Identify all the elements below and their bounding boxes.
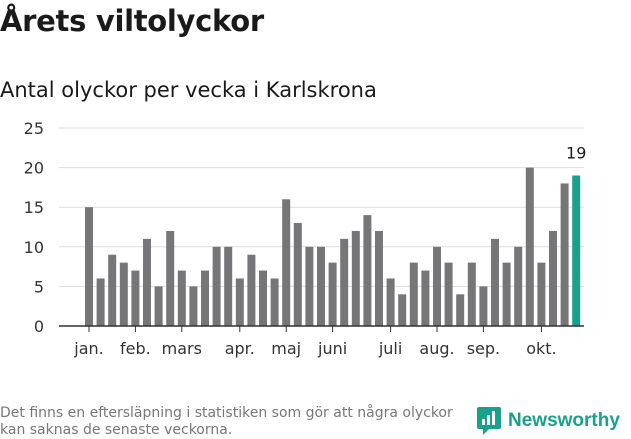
bars — [85, 167, 581, 326]
bar-highlight — [572, 175, 581, 326]
bar — [305, 246, 314, 326]
x-tick-label: sep. — [467, 339, 500, 358]
bar — [177, 270, 186, 326]
x-tick-label: jan. — [73, 339, 103, 358]
x-axis: jan. feb. mars apr. maj juni juli aug. sep. okt. — [59, 325, 584, 358]
bar — [479, 286, 488, 326]
newsworthy-logo: Newsworthy — [476, 406, 620, 436]
bar — [537, 262, 546, 326]
bar — [386, 278, 395, 326]
bar — [212, 246, 221, 326]
bar — [375, 230, 383, 326]
bar-chart: 0 5 10 15 20 25 jan. feb. mars apr. maj juni juli au… — [24, 119, 587, 358]
bar — [525, 167, 534, 326]
y-tick-label: 15 — [24, 198, 44, 217]
y-axis-ticks: 0 5 10 15 20 25 — [24, 119, 44, 336]
chart-subtitle: Antal olyckor per vecka i Karlskrona — [0, 78, 377, 102]
bar — [131, 270, 140, 326]
bar — [201, 270, 209, 326]
highlight-value-label: 19 — [566, 144, 586, 163]
bar — [409, 262, 418, 326]
bar — [247, 254, 256, 326]
bar — [143, 238, 151, 326]
bar — [96, 278, 105, 326]
bar — [467, 262, 476, 326]
bar — [270, 278, 279, 326]
bar — [154, 286, 163, 326]
x-tick-label: aug. — [419, 339, 454, 358]
footnote: Det finns en eftersläpning i statistiken… — [0, 405, 453, 438]
bar — [363, 215, 372, 326]
bar — [351, 230, 360, 326]
bar — [317, 246, 325, 326]
x-tick-label: okt. — [526, 339, 556, 358]
bar — [189, 286, 198, 326]
bar — [224, 246, 233, 326]
bar — [282, 199, 291, 326]
y-tick-label: 20 — [24, 159, 44, 178]
bar — [491, 238, 499, 326]
bar — [328, 262, 337, 326]
bar — [433, 246, 441, 326]
bar — [560, 183, 569, 326]
bar — [340, 238, 349, 326]
bar — [398, 294, 407, 326]
x-tick-label: apr. — [225, 339, 255, 358]
bar — [444, 262, 453, 326]
brand-name: Newsworthy — [508, 410, 620, 431]
bar — [421, 270, 430, 326]
bar — [502, 262, 511, 326]
bar — [259, 270, 267, 326]
bar — [166, 230, 175, 326]
data-labels: 19 — [566, 144, 586, 163]
x-tick-label: maj — [271, 339, 301, 358]
bar — [456, 294, 465, 326]
bar — [85, 207, 93, 326]
bar — [119, 262, 128, 326]
bar — [293, 223, 302, 326]
y-tick-label: 10 — [24, 238, 44, 257]
chart-title: Årets viltolyckor — [0, 4, 264, 38]
y-tick-label: 5 — [34, 277, 44, 296]
bar — [514, 246, 523, 326]
y-tick-label: 0 — [34, 317, 44, 336]
bar — [235, 278, 244, 326]
x-tick-label: feb. — [120, 339, 151, 358]
bar — [549, 230, 557, 326]
x-tick-label: juni — [317, 339, 347, 358]
y-tick-label: 25 — [24, 119, 44, 138]
x-tick-label: mars — [162, 339, 202, 358]
bar — [108, 254, 117, 326]
x-tick-label: juli — [378, 339, 402, 358]
newsworthy-logo-icon — [477, 407, 501, 435]
